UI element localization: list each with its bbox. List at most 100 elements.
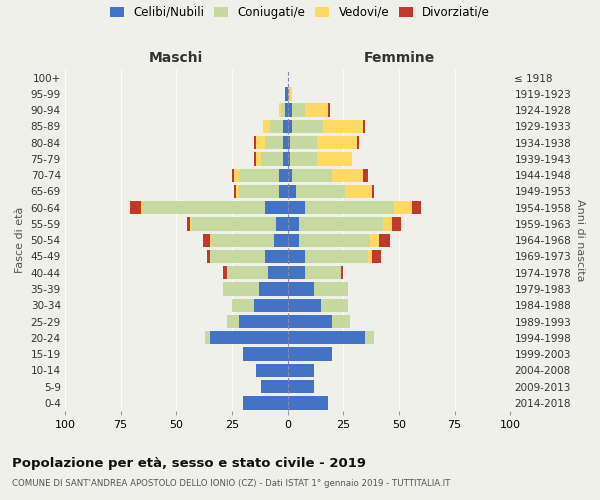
Bar [305,201,394,214]
Bar [299,234,370,247]
Bar [287,331,365,344]
Text: Maschi: Maschi [149,50,203,64]
Bar [212,234,274,247]
Bar [287,298,321,312]
Bar [372,250,381,263]
Bar [265,136,283,149]
Text: COMUNE DI SANT'ANDREA APOSTOLO DELLO IONIO (CZ) - Dati ISTAT 1° gennaio 2019 - T: COMUNE DI SANT'ANDREA APOSTOLO DELLO ION… [12,479,451,488]
Bar [143,201,265,214]
Bar [292,168,332,182]
Bar [287,315,332,328]
Bar [268,266,287,280]
Bar [243,348,287,360]
Bar [305,104,328,117]
Bar [140,201,143,214]
Bar [287,250,305,263]
Bar [321,298,347,312]
Bar [254,298,287,312]
Bar [209,234,212,247]
Bar [259,282,287,296]
Bar [192,218,277,230]
Bar [234,168,239,182]
Bar [392,218,401,230]
Bar [209,331,287,344]
Bar [287,104,292,117]
Bar [239,185,278,198]
Bar [341,266,343,280]
Bar [317,152,352,166]
Bar [187,218,190,230]
Bar [286,104,287,117]
Bar [287,168,292,182]
Bar [305,266,341,280]
Bar [379,234,390,247]
Bar [281,104,286,117]
Bar [283,152,287,166]
Bar [256,152,261,166]
Bar [236,185,239,198]
Bar [292,120,323,133]
Bar [287,136,290,149]
Y-axis label: Anni di nascita: Anni di nascita [575,199,585,281]
Bar [368,250,372,263]
Bar [223,266,227,280]
Bar [190,218,192,230]
Bar [305,250,368,263]
Bar [290,152,317,166]
Bar [287,152,290,166]
Bar [292,104,305,117]
Bar [356,136,359,149]
Bar [254,136,256,149]
Bar [205,331,209,344]
Bar [239,168,278,182]
Bar [290,136,317,149]
Bar [287,396,328,409]
Bar [261,152,283,166]
Bar [243,396,287,409]
Bar [412,201,421,214]
Bar [299,218,383,230]
Bar [203,234,209,247]
Bar [263,120,270,133]
Bar [254,152,256,166]
Bar [261,380,287,393]
Bar [209,250,265,263]
Bar [394,201,412,214]
Bar [287,266,305,280]
Bar [283,120,287,133]
Bar [383,218,392,230]
Bar [130,201,140,214]
Bar [265,201,287,214]
Bar [234,185,236,198]
Text: Femmine: Femmine [363,50,434,64]
Bar [317,136,356,149]
Bar [270,120,283,133]
Bar [365,331,374,344]
Bar [323,120,363,133]
Bar [278,104,281,117]
Bar [232,168,234,182]
Bar [278,185,287,198]
Bar [227,266,268,280]
Bar [296,185,346,198]
Bar [286,87,287,101]
Bar [227,315,239,328]
Bar [346,185,372,198]
Bar [287,234,299,247]
Bar [287,380,314,393]
Bar [363,120,365,133]
Bar [363,168,368,182]
Bar [208,250,209,263]
Bar [287,87,290,101]
Bar [265,250,287,263]
Bar [287,185,296,198]
Bar [277,218,287,230]
Bar [290,87,292,101]
Bar [332,315,350,328]
Bar [278,168,287,182]
Bar [274,234,287,247]
Bar [328,104,330,117]
Bar [223,282,259,296]
Bar [372,185,374,198]
Bar [287,364,314,377]
